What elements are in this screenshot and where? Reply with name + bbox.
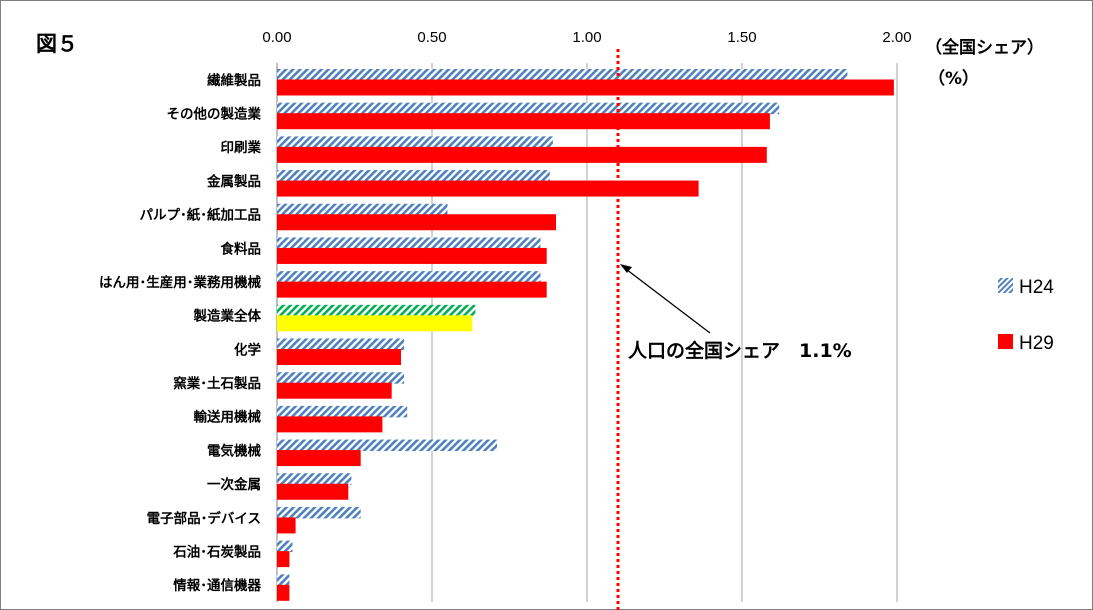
bar-h29 [277, 113, 770, 130]
bar-h24 [277, 136, 553, 148]
annotation-arrowhead [620, 264, 632, 273]
category-label: 繊維製品 [207, 72, 261, 89]
bar-h24 [277, 237, 541, 249]
annotation-arrow [621, 265, 711, 334]
legend-label-h24: H24 [1019, 277, 1054, 298]
unit-label-line1: （全国シェア） [925, 37, 1044, 58]
category-label: 電気機械 [207, 442, 261, 459]
bar-h29 [277, 551, 290, 568]
bar-h29 [277, 416, 383, 433]
category-label: 製造業全体 [193, 308, 262, 325]
bar-h24 [277, 271, 541, 283]
bars [277, 69, 894, 601]
figure-label: 図５ [36, 32, 78, 56]
category-label: パルプ･紙･紙加工品 [140, 207, 262, 224]
bar-h29 [277, 214, 556, 231]
legend: H24 H29 [998, 277, 1054, 354]
bar-h29 [277, 349, 401, 365]
legend-swatch-h24 [998, 278, 1013, 293]
bar-h29 [277, 382, 392, 399]
category-label: 化学 [234, 341, 261, 358]
category-label: 輸送用機械 [194, 409, 262, 426]
x-tick-label: 1.00 [572, 29, 601, 46]
x-tick-label: 2.00 [882, 29, 911, 46]
bar-h24 [277, 405, 408, 418]
bar-h29 [277, 483, 349, 500]
bar-h24 [277, 170, 550, 182]
reference-annotation: 人口の全国シェア 1.1% [628, 339, 852, 362]
bar-h24 [277, 540, 293, 553]
bar-h29 [277, 584, 290, 601]
category-label: 一次金属 [207, 476, 261, 493]
x-tick-label: 1.50 [727, 29, 756, 46]
bar-h24 [277, 203, 448, 216]
bar-h29 [277, 517, 296, 534]
bar-h24 [277, 574, 290, 586]
bar-h29 [277, 450, 361, 467]
bar-h29 [277, 281, 547, 298]
bar-h29 [277, 79, 894, 96]
category-label: 食料品 [221, 240, 262, 257]
bar-h29 [277, 180, 699, 197]
x-axis-ticks: 0.00 0.50 1.00 1.50 2.00 [262, 29, 911, 46]
bar-h24 [277, 506, 361, 519]
category-label: 情報･通信機器 [173, 577, 261, 594]
bar-h29 [277, 146, 767, 163]
category-label: 石油･石炭製品 [172, 543, 261, 560]
category-label: はん用･生産用･業務用機械 [99, 274, 261, 291]
bar-h24 [277, 473, 352, 485]
x-tick-label: 0.50 [417, 29, 446, 46]
category-label: 印刷業 [221, 139, 262, 156]
legend-swatch-h29 [998, 334, 1013, 349]
bar-h29 [277, 247, 547, 264]
x-tick-label: 0.00 [262, 29, 291, 46]
bar-h24 [277, 372, 405, 384]
unit-label-line2: （%） [928, 68, 979, 89]
bar-h24 [277, 439, 498, 452]
category-label: 金属製品 [206, 173, 261, 190]
bar-h24 [277, 69, 848, 81]
category-label: その他の製造業 [167, 106, 262, 123]
bar-h24 [277, 338, 405, 350]
legend-label-h29: H29 [1019, 333, 1054, 354]
category-label: 電子部品･デバイス [147, 510, 261, 527]
bar-h24 [277, 102, 780, 115]
bar-h24 [277, 304, 476, 317]
category-labels: 繊維製品その他の製造業印刷業金属製品パルプ･紙･紙加工品食料品はん用･生産用･業… [99, 72, 261, 594]
bar-h29 [277, 315, 473, 332]
category-label: 窯業･土石製品 [173, 375, 261, 392]
